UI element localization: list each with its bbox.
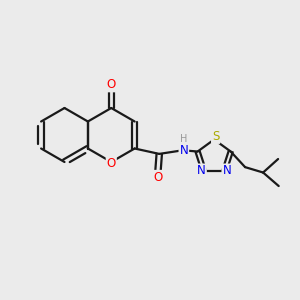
Text: O: O [153,171,162,184]
Text: H: H [180,134,188,144]
Text: S: S [212,130,219,143]
Text: N: N [222,164,231,178]
Text: N: N [197,164,206,178]
Text: O: O [106,78,116,92]
Text: N: N [179,144,188,157]
Text: O: O [106,157,116,170]
